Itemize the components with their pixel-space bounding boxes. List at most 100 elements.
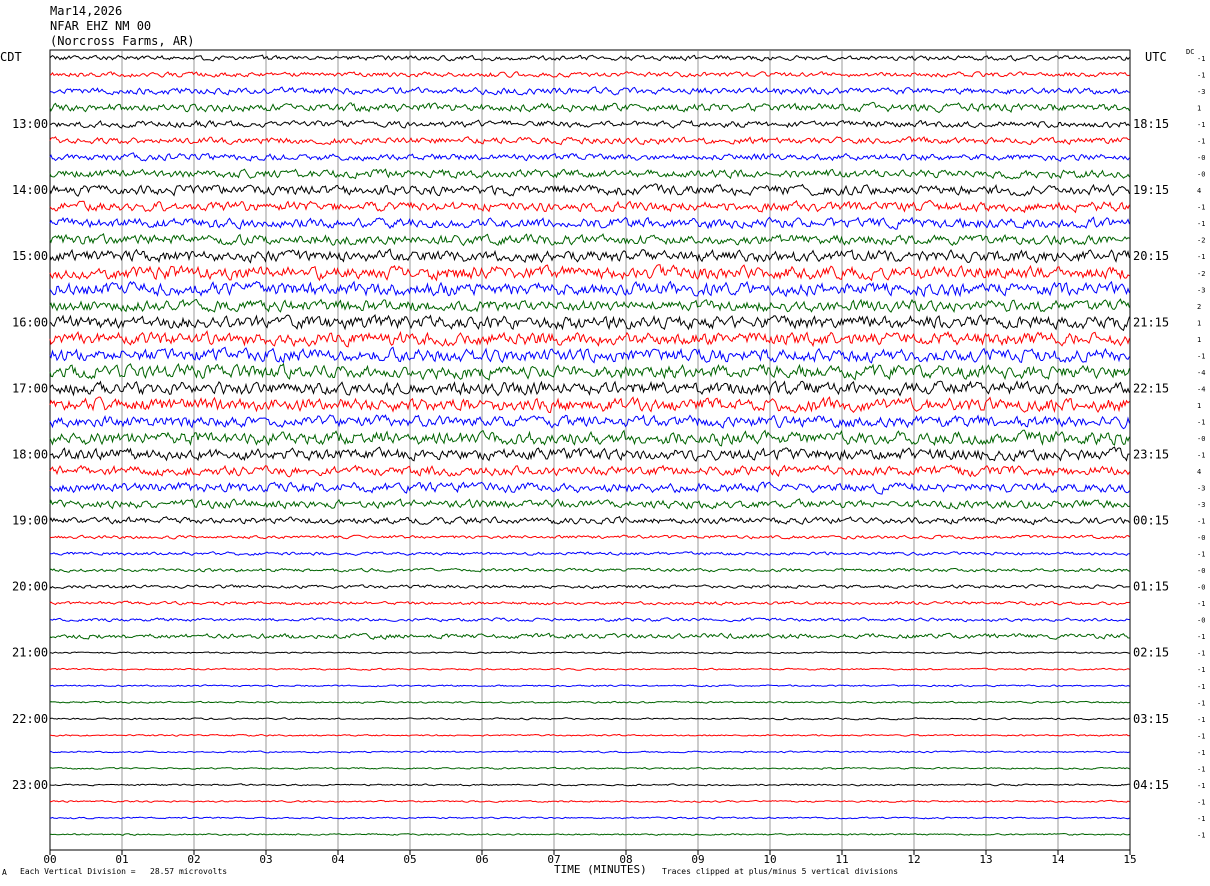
dc-offset-label: 1 [1197, 105, 1201, 113]
left-time-label: 22:00 [12, 712, 48, 726]
dc-offset-label: -1 [1197, 716, 1205, 724]
dc-offset-label: -1 [1197, 55, 1205, 63]
x-tick-label: 10 [763, 853, 776, 866]
x-tick-label: 11 [835, 853, 848, 866]
dc-offset-label: 1 [1197, 336, 1201, 344]
seismic-trace [49, 534, 1130, 540]
x-tick-label: 14 [1051, 853, 1065, 866]
scale-note: Each Vertical Division = 28.57 microvolt… [20, 867, 228, 876]
seismic-trace [49, 119, 1130, 129]
dc-offset-label: -1 [1197, 253, 1205, 261]
seismic-trace [49, 216, 1130, 230]
seismic-trace [49, 362, 1130, 381]
dc-offset-label: -0 [1197, 567, 1205, 575]
dc-offset-label: -1 [1197, 72, 1205, 80]
x-tick-label: 04 [331, 853, 345, 866]
seismic-trace [49, 700, 1130, 704]
dc-offset-label: -1 [1197, 220, 1205, 228]
seismic-trace [49, 515, 1130, 526]
left-time-label: 21:00 [12, 646, 48, 660]
seismic-trace [49, 346, 1130, 364]
right-time-label: 21:15 [1133, 315, 1169, 329]
x-tick-label: 00 [43, 853, 56, 866]
plot-frame [49, 49, 1131, 851]
dc-offset-label: -4 [1197, 369, 1205, 377]
x-tick-label: 13 [979, 853, 992, 866]
seismic-trace [49, 152, 1130, 162]
dc-offset-label: -1 [1197, 518, 1205, 526]
dc-offset-label: -1 [1197, 138, 1205, 146]
seismic-trace [49, 264, 1130, 282]
left-time-label: 15:00 [12, 249, 48, 263]
seismic-trace [50, 651, 1130, 655]
seismic-trace [49, 314, 1130, 332]
right-time-label: 23:15 [1133, 447, 1169, 461]
seismic-trace [49, 414, 1130, 430]
dc-offset-label: -2 [1197, 270, 1205, 278]
dc-offset-label: 4 [1197, 468, 1201, 476]
seismic-trace [49, 750, 1130, 754]
seismic-trace [49, 101, 1130, 114]
seismic-trace [49, 584, 1130, 590]
x-tick-label: 08 [619, 853, 632, 866]
dc-offset-label: -1 [1197, 204, 1205, 212]
seismic-trace [49, 617, 1130, 623]
seismic-trace [49, 667, 1130, 671]
dc-offset-label: -1 [1197, 749, 1205, 757]
seismic-trace [49, 86, 1130, 96]
dc-offset-label: -1 [1197, 732, 1205, 740]
dc-offset-label: -1 [1197, 551, 1205, 559]
dc-offset-label: -0 [1197, 435, 1205, 443]
left-time-label: 18:00 [12, 447, 48, 461]
left-time-label: 13:00 [12, 117, 48, 131]
seismic-trace [49, 766, 1130, 770]
dc-offset-label: -1 [1197, 798, 1205, 806]
x-tick-label: 01 [115, 853, 128, 866]
station-code: NFAR EHZ NM 00 [50, 19, 152, 33]
left-time-label: 19:00 [12, 514, 48, 528]
seismic-trace [49, 168, 1130, 180]
x-tick-label: 09 [691, 853, 704, 866]
dc-offset-label: -1 [1197, 782, 1205, 790]
right-timezone-label: UTC [1145, 50, 1167, 64]
chart-date: Mar14,2026 [50, 4, 123, 18]
seismic-trace [49, 464, 1130, 478]
seismic-trace [49, 248, 1130, 264]
x-tick-label: 02 [187, 853, 200, 866]
seismic-trace [49, 446, 1130, 462]
seismic-trace [49, 429, 1130, 447]
x-tick-label: 15 [1123, 853, 1136, 866]
right-time-label: 18:15 [1133, 117, 1169, 131]
dc-offset-label: -3 [1197, 88, 1205, 96]
dc-offset-label: -1 [1197, 121, 1205, 129]
station-location: (Norcross Farms, AR) [50, 34, 195, 48]
seismic-trace [50, 733, 1130, 737]
left-time-label: 23:00 [12, 778, 48, 792]
dc-offset-label: -1 [1197, 765, 1205, 773]
seismic-trace [49, 684, 1130, 688]
dc-label: DC [1186, 48, 1195, 56]
seismic-trace [49, 54, 1130, 62]
seismic-trace [49, 280, 1130, 298]
right-time-label: 04:15 [1133, 778, 1169, 792]
dc-offset-label: -0 [1197, 154, 1205, 162]
seismic-trace [49, 832, 1130, 836]
x-tick-label: 05 [403, 853, 416, 866]
dc-offset-label: -1 [1197, 666, 1205, 674]
dc-offset-label: -1 [1197, 451, 1205, 459]
right-time-label: 02:15 [1133, 646, 1169, 660]
left-time-label: 17:00 [12, 381, 48, 395]
dc-offset-label: 2 [1197, 303, 1201, 311]
seismic-trace [49, 183, 1130, 197]
dc-offset-label: -1 [1197, 699, 1205, 707]
seismic-trace [49, 298, 1130, 313]
dc-offset-label: -0 [1197, 534, 1205, 542]
dc-offset-label: 4 [1197, 187, 1201, 195]
x-tick-label: 06 [475, 853, 488, 866]
seismic-trace [49, 632, 1130, 640]
seismic-trace [49, 783, 1130, 787]
seismic-trace [49, 600, 1130, 606]
dc-offset-label: -3 [1197, 485, 1205, 493]
seismic-trace [49, 799, 1130, 803]
